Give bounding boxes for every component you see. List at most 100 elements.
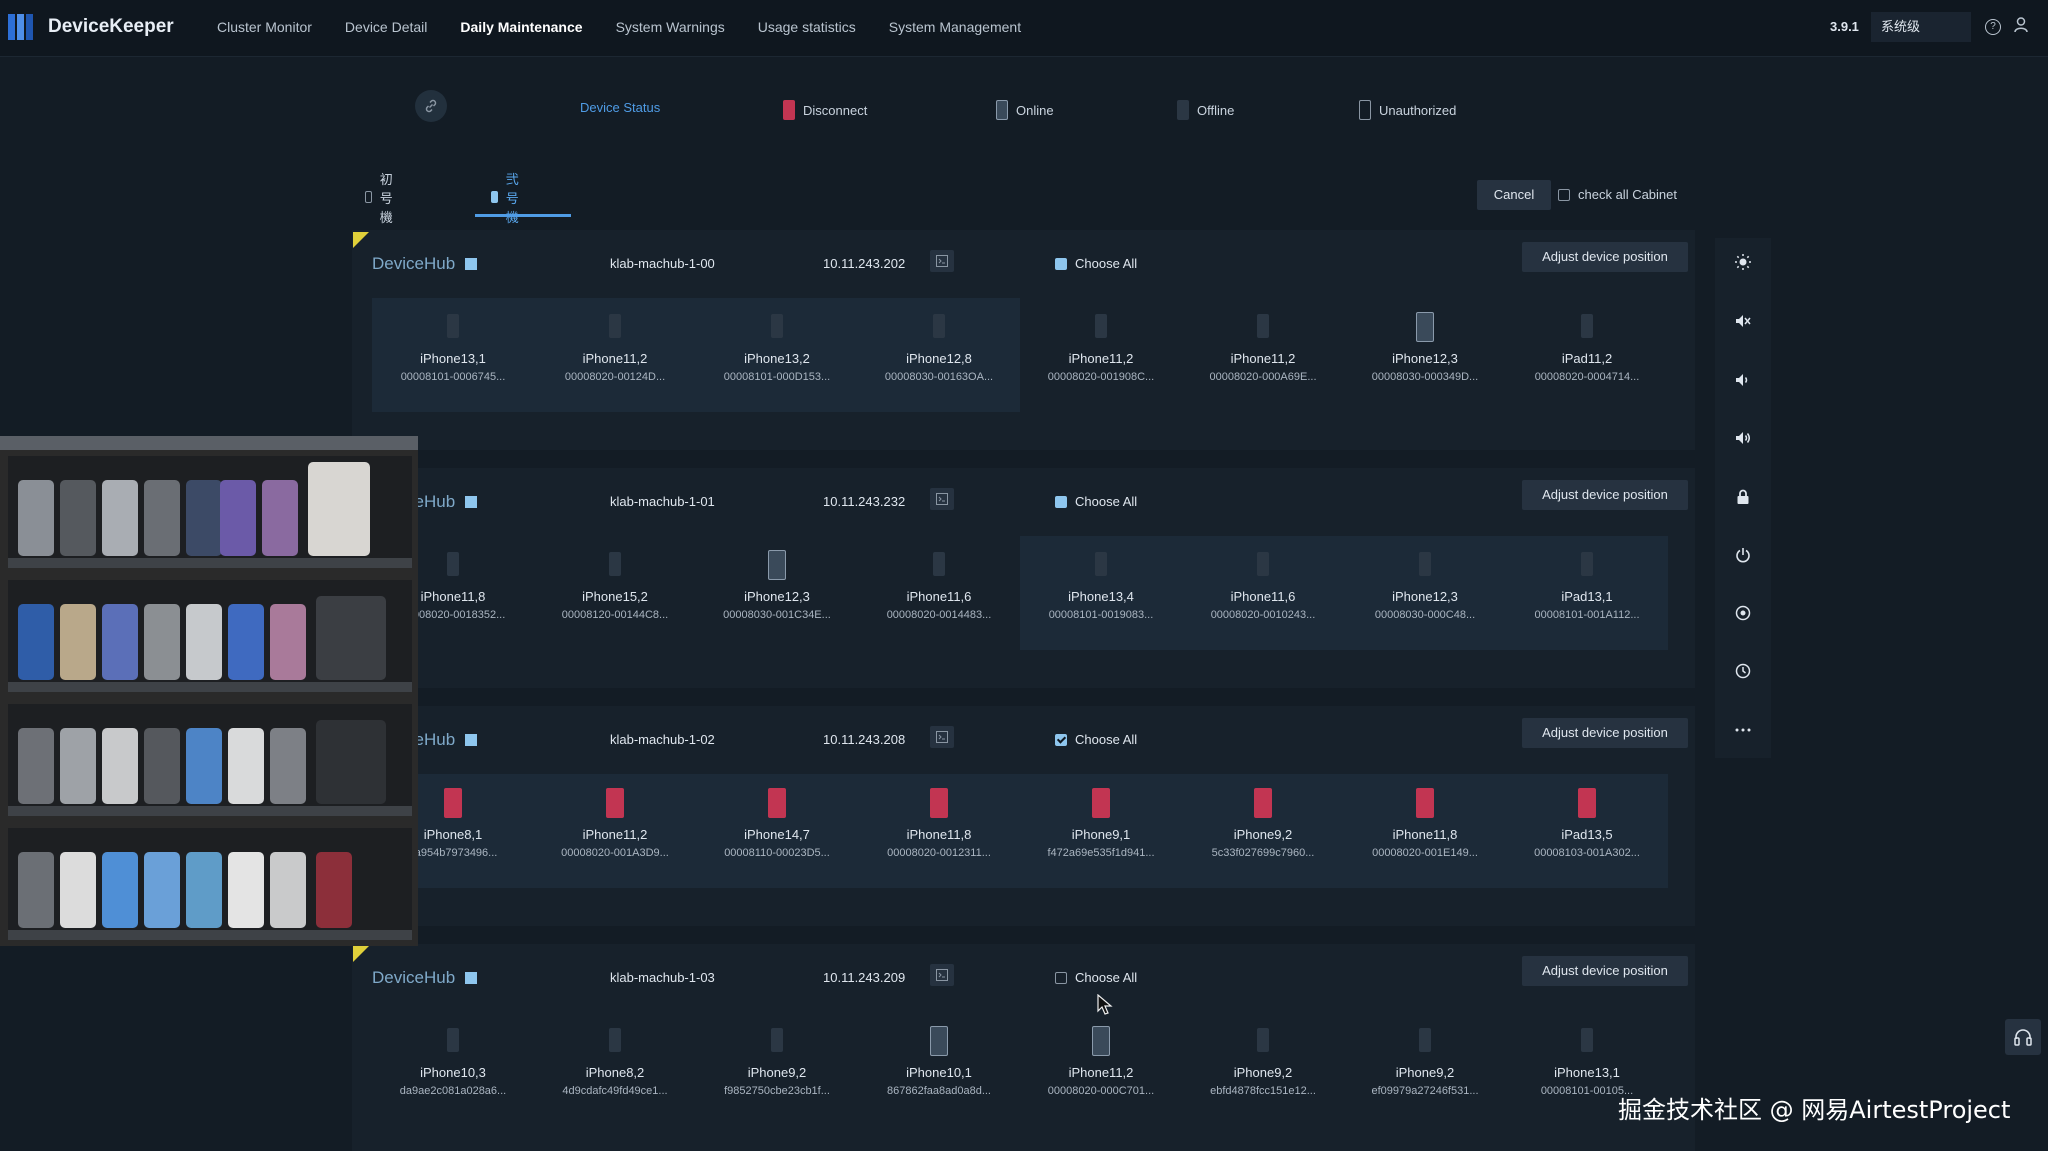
device-serial: 00008101-000D153... [723,371,831,383]
nav-usage-statistics[interactable]: Usage statistics [757,19,856,35]
device-slot[interactable]: iPhone8,2 4d9cdafc49fd49ce1... [534,1012,696,1126]
env-selector[interactable]: 系统级 [1871,12,1971,42]
headset-icon[interactable] [2005,1019,2041,1055]
choose-all[interactable]: Choose All [1055,494,1137,509]
adjust-position-button[interactable]: Adjust device position [1522,242,1688,272]
device-phone-icon [447,314,459,338]
cabinet-hub-03: DeviceHub klab-machub-1-03 10.11.243.209… [352,944,1695,1151]
device-slot[interactable]: iPhone9,2 f9852750cbe23cb1f... [696,1012,858,1126]
device-slot[interactable]: iPhone11,8 00008020-0012311... [858,774,1020,888]
device-phone-icon [1578,788,1596,818]
device-slot[interactable]: iPhone11,8 00008020-0018352... [372,536,534,650]
adjust-position-button[interactable]: Adjust device position [1522,480,1688,510]
volume-up-icon[interactable] [1729,424,1757,452]
terminal-icon[interactable] [930,250,954,272]
device-slot[interactable]: iPhone8,1 3a954b7973496... [372,774,534,888]
nav-system-warnings[interactable]: System Warnings [615,19,725,35]
check-all-cabinet[interactable]: check all Cabinet [1558,187,1677,202]
device-slot[interactable]: iPhone13,1 00008101-0006745... [372,298,534,412]
device-phone-icon [609,314,621,338]
device-slot[interactable]: iPhone11,2 00008020-001A3D9... [534,774,696,888]
device-slot[interactable]: iPad13,1 00008101-001A112... [1506,536,1668,650]
hub-badge-icon [465,972,478,984]
device-slot[interactable]: iPhone14,7 00008110-00023D5... [696,774,858,888]
device-slot[interactable]: iPhone10,3 da9ae2c081a028a6... [372,1012,534,1126]
device-slot[interactable]: iPhone9,1 f472a69e535f1d941... [1020,774,1182,888]
device-slot[interactable]: iPhone9,2 5c33f027699c7960... [1182,774,1344,888]
device-phone-icon [768,788,786,818]
tab-cabinet-2[interactable]: 弐号機 [491,172,524,225]
device-control-toolbar [1715,238,1771,758]
rack-frame [0,436,418,450]
check-all-checkbox[interactable] [1558,188,1570,201]
device-phone-icon [1581,314,1593,338]
device-slot[interactable]: iPhone11,6 00008020-0010243... [1182,536,1344,650]
device-slot[interactable]: iPhone11,6 00008020-0014483... [858,536,1020,650]
link-icon [425,99,437,113]
mute-icon[interactable] [1729,307,1757,335]
more-icon[interactable] [1729,716,1757,744]
device-slot[interactable]: iPhone15,2 00008120-00144C8... [534,536,696,650]
device-slot[interactable]: iPhone13,2 00008101-000D153... [696,298,858,412]
device-slot[interactable]: iPhone12,3 00008030-000C48... [1344,536,1506,650]
device-slot[interactable]: iPhone13,1 00008101-00105... [1506,1012,1668,1126]
terminal-icon[interactable] [930,964,954,986]
device-slot[interactable]: iPhone12,8 00008030-00163OA... [858,298,1020,412]
choose-all[interactable]: Choose All [1055,970,1137,985]
device-slot[interactable]: iPhone11,2 00008020-000C701... [1020,1012,1182,1126]
choose-all[interactable]: Choose All [1055,732,1137,747]
device-slot[interactable]: iPhone12,3 00008030-000349D... [1344,298,1506,412]
choose-all-checkbox[interactable] [1055,495,1067,508]
brightness-icon[interactable] [1729,248,1757,276]
terminal-icon[interactable] [930,726,954,748]
device-serial: 00008020-001908C... [1047,371,1155,383]
logo[interactable]: DeviceKeeper [8,14,174,40]
device-slot[interactable]: iPhone11,8 00008020-001E149... [1344,774,1506,888]
user-icon[interactable] [2014,17,2028,33]
lock-icon[interactable] [1729,483,1757,511]
device-slot[interactable]: iPhone11,2 00008020-000A69E... [1182,298,1344,412]
device-serial: 5c33f027699c7960... [1211,847,1315,859]
tab-checkbox[interactable] [491,191,498,203]
help-icon[interactable]: ? [1985,19,2001,35]
device-group-highlight [372,298,1020,412]
terminal-icon[interactable] [930,488,954,510]
cancel-button[interactable]: Cancel [1477,180,1551,210]
home-icon[interactable] [1729,599,1757,627]
choose-all-checkbox[interactable] [1055,257,1067,270]
adjust-position-button[interactable]: Adjust device position [1522,956,1688,986]
nav-system-management[interactable]: System Management [888,19,1022,35]
tab-checkbox[interactable] [365,191,372,203]
power-icon[interactable] [1729,541,1757,569]
choose-all-checkbox[interactable] [1055,971,1067,984]
nav-daily-maintenance[interactable]: Daily Maintenance [460,19,583,35]
clock-icon[interactable] [1729,657,1757,685]
device-slot[interactable]: iPhone9,2 ef09979a27246f531... [1344,1012,1506,1126]
device-slot[interactable]: iPad13,5 00008103-001A302... [1506,774,1668,888]
device-model: iPhone13,1 [1554,1065,1620,1080]
cabinet-corner-marker [353,946,369,962]
device-slot[interactable]: iPhone10,1 867862faa8ad0a8d... [858,1012,1020,1126]
link-button[interactable] [415,90,447,122]
hub-badge-icon [465,734,478,746]
device-slot[interactable]: iPhone11,2 00008020-00124D... [534,298,696,412]
device-model: iPhone10,1 [906,1065,972,1080]
device-slot[interactable]: iPhone12,3 00008030-001C34E... [696,536,858,650]
choose-all-checkbox[interactable] [1055,733,1067,746]
device-slot[interactable]: iPad11,2 00008020-0004714... [1506,298,1668,412]
device-slot[interactable]: iPhone13,4 00008101-0019083... [1020,536,1182,650]
device-serial: f9852750cbe23cb1f... [724,1085,830,1097]
nav-device-detail[interactable]: Device Detail [344,19,428,35]
cabinet-hub-02: DeviceHub klab-machub-1-02 10.11.243.208… [352,706,1695,926]
volume-down-icon[interactable] [1729,366,1757,394]
device-serial: 00008103-001A302... [1534,847,1640,859]
rack-shelf [8,704,412,816]
device-slot[interactable]: iPhone9,2 ebfd4878fcc151e12... [1182,1012,1344,1126]
adjust-position-button[interactable]: Adjust device position [1522,718,1688,748]
device-serial: 00008020-0018352... [400,609,506,621]
device-model: iPhone9,2 [747,1065,807,1080]
tab-cabinet-1[interactable]: 初号機 [365,172,398,225]
device-slot[interactable]: iPhone11,2 00008020-001908C... [1020,298,1182,412]
nav-cluster-monitor[interactable]: Cluster Monitor [217,19,312,35]
choose-all[interactable]: Choose All [1055,256,1137,271]
